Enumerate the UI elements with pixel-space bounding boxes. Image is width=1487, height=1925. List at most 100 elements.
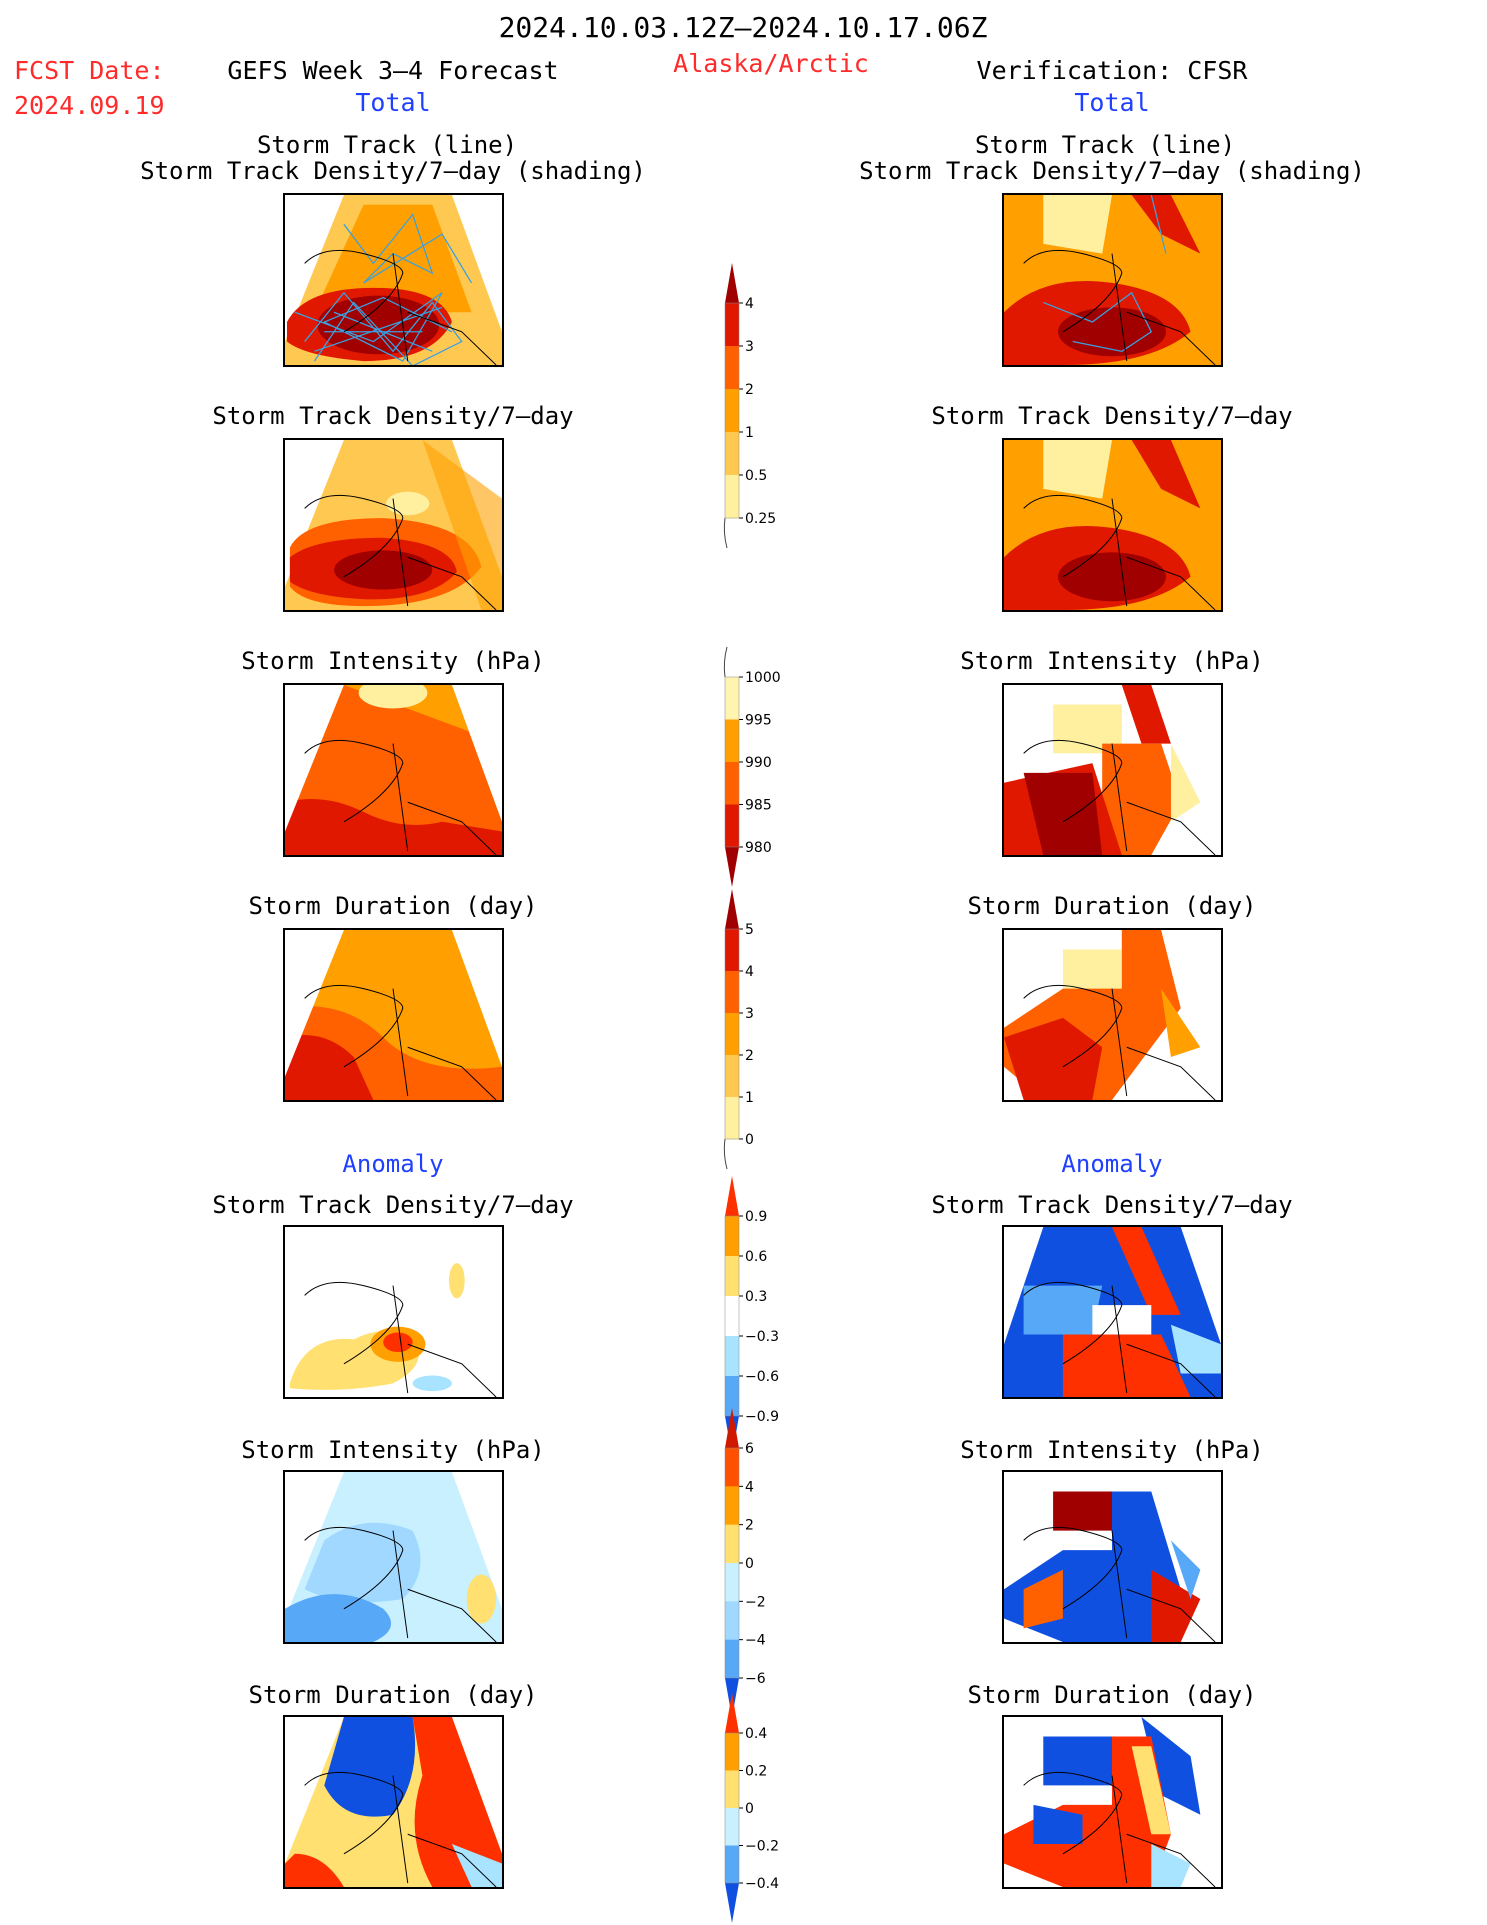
colorbar-label: −0.3 xyxy=(745,1329,779,1345)
left-anom-density-title: Storm Track Density/7–day xyxy=(212,1191,574,1219)
colorbar-density-anom: 0.9 0.6 0.3 −0.3 −0.6 −0.9 xyxy=(715,1176,795,1456)
colorbar-cell xyxy=(725,762,739,805)
colorbar-duration-total: 5 4 3 2 1 0 xyxy=(715,889,795,1170)
right-anom-intensity-title: Storm Intensity (hPa) xyxy=(960,1436,1264,1464)
map-forecast-density xyxy=(283,438,504,612)
colorbar-label: 1 xyxy=(745,1090,754,1106)
right-intensity-title: Storm Intensity (hPa) xyxy=(960,647,1264,675)
colorbar-cell xyxy=(725,1256,739,1297)
colorbar-cell xyxy=(725,1013,739,1056)
map-forecast-intensity xyxy=(283,683,504,857)
map-verification-duration xyxy=(1002,928,1223,1102)
colorbar-label: 0 xyxy=(745,1132,754,1148)
colorbar-cell xyxy=(725,1524,739,1564)
colorbar-label: 0 xyxy=(745,1801,754,1817)
colorbar-cell xyxy=(725,1770,739,1809)
colorbar-label: 0.6 xyxy=(745,1249,767,1265)
map-forecast-anom-intensity xyxy=(283,1470,504,1644)
colorbar-cap-top xyxy=(725,889,739,929)
colorbar-cell xyxy=(725,677,739,720)
colorbar-cell xyxy=(725,1296,739,1337)
colorbar-cell xyxy=(725,1601,739,1641)
colorbar-label: 980 xyxy=(745,840,772,856)
map-forecast-track-density xyxy=(283,193,504,367)
colorbar-label: 5 xyxy=(745,922,754,938)
colorbar-label: 4 xyxy=(745,296,754,312)
colorbar-label: 2 xyxy=(745,1518,754,1534)
forecast-title: GEFS Week 3–4 Forecast xyxy=(227,56,559,85)
colorbar-cell xyxy=(725,719,739,763)
colorbar-label: 985 xyxy=(745,798,772,814)
map-verification-anom-density xyxy=(1002,1225,1223,1399)
left-density-title: Storm Track Density/7–day xyxy=(212,402,574,430)
colorbar-label: 4 xyxy=(745,964,754,980)
right-duration-title: Storm Duration (day) xyxy=(967,892,1257,920)
left-intensity-title: Storm Intensity (hPa) xyxy=(241,647,545,675)
colorbar-outline xyxy=(724,676,740,848)
colorbar-label: 2 xyxy=(745,382,754,398)
colorbar-cell xyxy=(725,1733,739,1771)
colorbar-outline xyxy=(724,1447,740,1679)
colorbar-label: 0.4 xyxy=(745,1726,767,1742)
date-range-title: 2024.10.03.12Z–2024.10.17.06Z xyxy=(498,11,988,44)
right-anom-density-title: Storm Track Density/7–day xyxy=(931,1191,1293,1219)
colorbar-label: 990 xyxy=(745,755,772,771)
colorbar-label: 0.5 xyxy=(745,468,767,484)
colorbar-cell xyxy=(725,1216,739,1257)
colorbar-intensity-anom: 6 4 2 0 −2 −4 −6 xyxy=(715,1408,795,1718)
map-verification-anom-intensity xyxy=(1002,1470,1223,1644)
colorbar-cell xyxy=(725,432,739,476)
colorbar-outline xyxy=(724,302,740,519)
map-verification-intensity xyxy=(1002,683,1223,857)
colorbar-label: 3 xyxy=(745,1006,754,1022)
left-duration-title: Storm Duration (day) xyxy=(248,892,538,920)
right-track-line-title: Storm Track (line) xyxy=(974,131,1236,159)
map-forecast-duration xyxy=(283,928,504,1102)
colorbar-label: 0.2 xyxy=(745,1764,767,1780)
colorbar-label: 4 xyxy=(745,1479,754,1495)
colorbar-cell xyxy=(725,1376,739,1417)
colorbar-label: 0.25 xyxy=(745,511,776,527)
colorbar-label: 6 xyxy=(745,1441,754,1457)
map-verification-density xyxy=(1002,438,1223,612)
right-track-shading-title: Storm Track Density/7–day (shading) xyxy=(859,157,1365,185)
colorbar-cell xyxy=(725,971,739,1014)
colorbar-label: 1000 xyxy=(745,670,781,686)
colorbar-cell xyxy=(725,1336,739,1377)
colorbar-outline xyxy=(724,928,740,1140)
colorbar-cell xyxy=(725,804,739,848)
colorbar-cell xyxy=(725,1055,739,1098)
right-section-label: Total xyxy=(1074,88,1150,117)
colorbar-tail xyxy=(723,646,728,678)
colorbar-cap-top xyxy=(725,1693,739,1733)
right-anom-duration-title: Storm Duration (day) xyxy=(967,1681,1257,1709)
colorbar-label: 995 xyxy=(745,713,772,729)
colorbar-label: 3 xyxy=(745,339,754,355)
colorbar-density-total: 4 3 2 1 0.5 0.25 xyxy=(715,263,795,549)
fcst-date-label: FCST Date: xyxy=(14,56,165,85)
colorbar-label: 0.3 xyxy=(745,1289,767,1305)
colorbar-cell xyxy=(725,389,739,433)
colorbar-label: 0 xyxy=(745,1556,754,1572)
map-verification-anom-duration xyxy=(1002,1715,1223,1889)
colorbar-label: −2 xyxy=(745,1594,766,1610)
map-forecast-anom-density xyxy=(283,1225,504,1399)
colorbar-label: 0.9 xyxy=(745,1209,767,1225)
colorbar-cell xyxy=(725,346,739,390)
colorbar-cap-top xyxy=(725,263,739,303)
colorbar-label: −4 xyxy=(745,1633,766,1649)
left-anom-intensity-title: Storm Intensity (hPa) xyxy=(241,1436,545,1464)
colorbar-outline xyxy=(724,1732,740,1884)
colorbar-cell xyxy=(725,1097,739,1140)
colorbar-cap-top xyxy=(725,1408,739,1448)
map-verification-track-density xyxy=(1002,193,1223,367)
colorbar-cell xyxy=(725,1563,739,1602)
colorbar-label: −6 xyxy=(745,1671,766,1687)
colorbar-duration-anom: 0.4 0.2 0 −0.2 −0.4 xyxy=(715,1693,795,1923)
colorbar-label: 1 xyxy=(745,425,754,441)
colorbar-label: −0.4 xyxy=(745,1876,779,1892)
right-density-title: Storm Track Density/7–day xyxy=(931,402,1293,430)
left-track-line-title: Storm Track (line) xyxy=(256,131,518,159)
colorbar-cell xyxy=(725,1486,739,1526)
colorbar-label: −0.2 xyxy=(745,1839,779,1855)
